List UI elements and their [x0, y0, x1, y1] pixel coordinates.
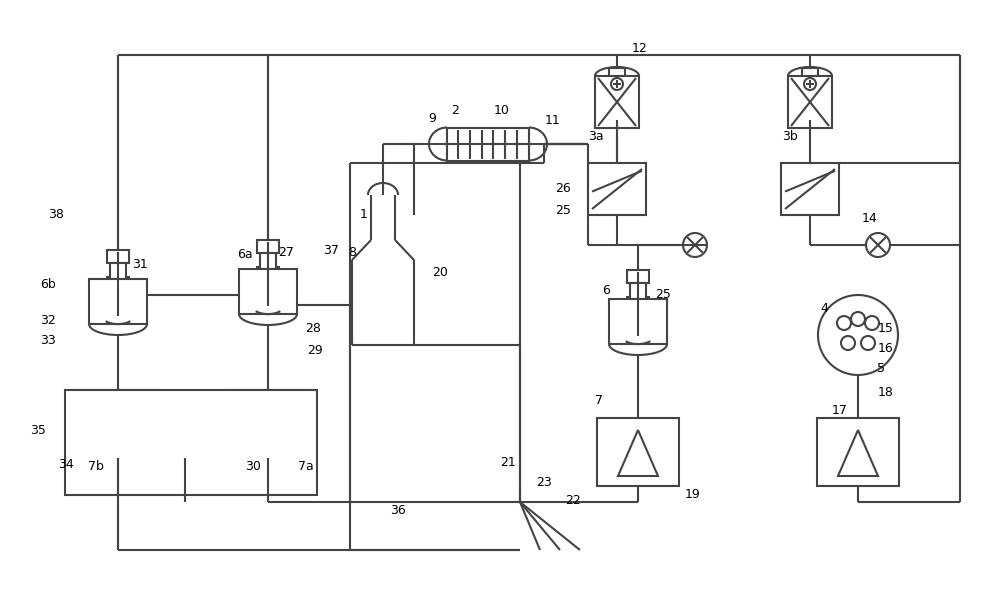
Bar	[107, 250, 129, 263]
Bar	[65, 390, 317, 495]
Text: 3a: 3a	[588, 129, 604, 143]
Polygon shape	[248, 402, 288, 448]
Text: 33: 33	[40, 334, 56, 347]
Polygon shape	[98, 402, 138, 448]
Text: 16: 16	[878, 341, 894, 355]
Text: 6b: 6b	[40, 279, 56, 291]
Bar	[788, 76, 832, 128]
Text: 19: 19	[685, 488, 701, 501]
Text: 34: 34	[58, 459, 74, 471]
Text: 1: 1	[360, 208, 368, 222]
Polygon shape	[618, 430, 658, 476]
Bar	[627, 270, 649, 283]
Text: 22: 22	[565, 494, 581, 506]
Circle shape	[611, 78, 623, 90]
Text: 38: 38	[48, 208, 64, 222]
Text: 15: 15	[878, 321, 894, 335]
Bar	[609, 299, 667, 344]
Text: 25: 25	[655, 288, 671, 302]
Text: 4: 4	[820, 302, 828, 314]
Bar	[257, 240, 279, 253]
Text: 6: 6	[602, 284, 610, 297]
Text: 8: 8	[348, 246, 356, 259]
Bar	[781, 163, 839, 215]
Bar	[260, 253, 276, 269]
Text: 3b: 3b	[782, 129, 798, 143]
Text: 26: 26	[555, 181, 571, 194]
Text: 5: 5	[877, 361, 885, 374]
Text: 21: 21	[500, 456, 516, 468]
Circle shape	[804, 78, 816, 90]
Text: 7a: 7a	[298, 461, 314, 474]
Circle shape	[841, 336, 855, 350]
Text: 7: 7	[595, 394, 603, 406]
Circle shape	[866, 233, 890, 257]
Bar	[588, 163, 646, 215]
Text: 32: 32	[40, 314, 56, 326]
Circle shape	[865, 316, 879, 330]
Bar	[89, 279, 147, 324]
Text: 27: 27	[278, 246, 294, 258]
Text: 6a: 6a	[237, 249, 253, 261]
Circle shape	[851, 312, 865, 326]
Text: 9: 9	[428, 111, 436, 125]
Text: 25: 25	[555, 203, 571, 217]
Polygon shape	[838, 430, 878, 476]
Text: 37: 37	[323, 243, 339, 256]
Bar	[630, 283, 646, 299]
Text: 35: 35	[30, 423, 46, 436]
Text: 20: 20	[432, 265, 448, 279]
Text: 11: 11	[545, 114, 561, 126]
Circle shape	[861, 336, 875, 350]
Text: 31: 31	[132, 258, 148, 270]
Text: 14: 14	[862, 211, 878, 225]
Circle shape	[683, 233, 707, 257]
Text: 10: 10	[494, 104, 510, 117]
Text: 30: 30	[245, 461, 261, 474]
Circle shape	[818, 295, 898, 375]
Bar	[239, 269, 297, 314]
Text: 18: 18	[878, 385, 894, 399]
Text: 29: 29	[307, 344, 323, 356]
Circle shape	[837, 316, 851, 330]
Bar	[817, 418, 899, 486]
Bar	[597, 418, 679, 486]
Bar	[595, 76, 639, 128]
Text: 17: 17	[832, 403, 848, 417]
Text: 7b: 7b	[88, 461, 104, 474]
Text: 2: 2	[451, 104, 459, 117]
Bar	[77, 390, 159, 458]
Text: 28: 28	[305, 321, 321, 335]
Text: 12: 12	[632, 42, 648, 55]
Text: 23: 23	[536, 476, 552, 488]
Bar	[110, 263, 126, 279]
Text: 36: 36	[390, 503, 406, 517]
Bar	[227, 390, 309, 458]
Bar	[447, 128, 529, 161]
